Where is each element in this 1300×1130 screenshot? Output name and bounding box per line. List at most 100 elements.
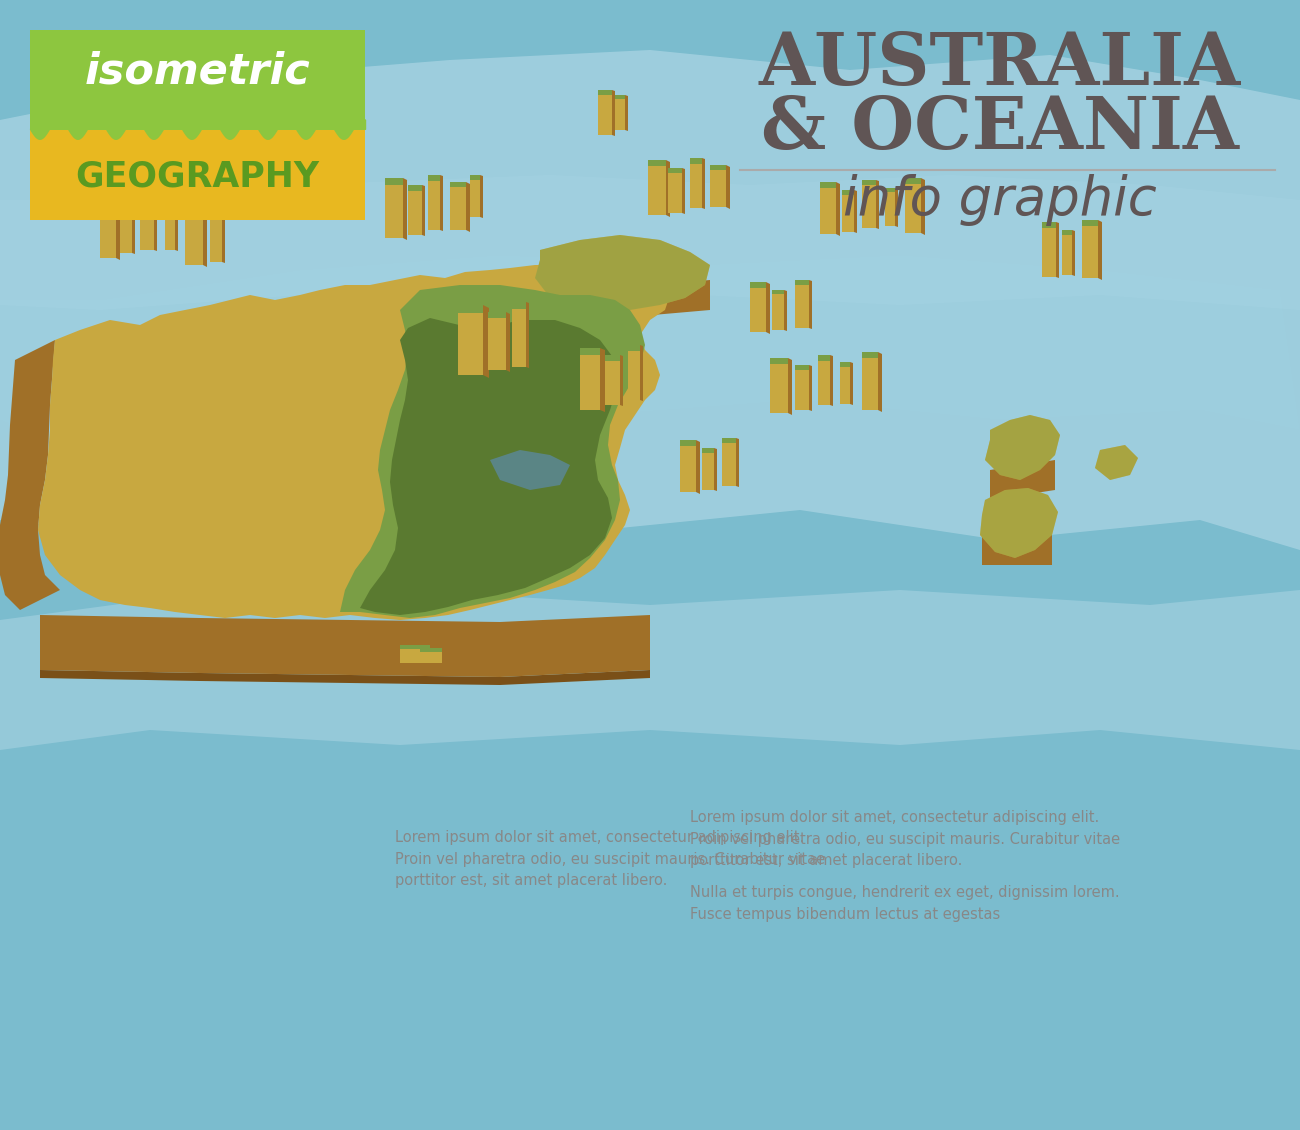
Polygon shape (385, 185, 403, 238)
Polygon shape (702, 447, 714, 453)
Polygon shape (920, 179, 926, 235)
Polygon shape (796, 280, 809, 285)
Polygon shape (820, 188, 836, 234)
Polygon shape (680, 440, 696, 446)
Polygon shape (140, 195, 153, 201)
Polygon shape (784, 290, 786, 331)
Text: Lorem ipsum dolor sit amet, consectetur adipiscing elit.
Proin vel pharetra odio: Lorem ipsum dolor sit amet, consectetur … (395, 831, 826, 888)
Polygon shape (185, 207, 203, 266)
Polygon shape (100, 200, 116, 206)
Polygon shape (980, 488, 1058, 558)
Polygon shape (40, 670, 650, 685)
Polygon shape (772, 294, 784, 330)
Polygon shape (604, 360, 620, 405)
Polygon shape (120, 210, 133, 253)
Polygon shape (668, 173, 683, 212)
Polygon shape (714, 447, 718, 492)
Polygon shape (360, 318, 618, 615)
Polygon shape (0, 255, 1300, 440)
Polygon shape (905, 184, 920, 233)
Polygon shape (885, 192, 894, 226)
Text: isometric: isometric (84, 51, 311, 93)
Polygon shape (809, 365, 812, 411)
Polygon shape (1062, 231, 1072, 235)
Polygon shape (710, 170, 725, 207)
Polygon shape (612, 90, 615, 136)
Polygon shape (666, 160, 670, 217)
Polygon shape (628, 351, 640, 400)
Polygon shape (820, 182, 836, 188)
Polygon shape (818, 355, 829, 360)
Polygon shape (840, 367, 850, 405)
Polygon shape (601, 348, 604, 412)
Polygon shape (0, 340, 60, 610)
Polygon shape (1056, 221, 1060, 278)
Polygon shape (428, 181, 439, 231)
Polygon shape (750, 288, 766, 332)
Polygon shape (690, 164, 702, 208)
Polygon shape (458, 305, 484, 313)
Polygon shape (788, 358, 792, 415)
Polygon shape (40, 615, 650, 677)
Polygon shape (420, 647, 442, 652)
Polygon shape (140, 201, 153, 250)
Polygon shape (442, 647, 447, 664)
Polygon shape (682, 168, 685, 214)
Polygon shape (772, 290, 784, 294)
Polygon shape (408, 185, 422, 191)
Polygon shape (430, 645, 437, 666)
Polygon shape (30, 129, 365, 220)
Polygon shape (165, 208, 176, 212)
Polygon shape (38, 266, 670, 620)
Polygon shape (690, 158, 702, 164)
Polygon shape (985, 415, 1060, 480)
Polygon shape (439, 175, 443, 231)
Polygon shape (598, 95, 612, 134)
Polygon shape (580, 348, 601, 355)
Polygon shape (450, 182, 465, 186)
Polygon shape (488, 312, 506, 318)
Polygon shape (770, 364, 788, 412)
Polygon shape (628, 345, 640, 351)
Polygon shape (1082, 226, 1098, 278)
Polygon shape (840, 362, 850, 367)
Text: Nulla et turpis congue, hendrerit ex eget, dignissim lorem.
Fusce tempus bibendu: Nulla et turpis congue, hendrerit ex ege… (690, 885, 1119, 922)
Polygon shape (722, 443, 736, 486)
Polygon shape (862, 185, 876, 228)
Polygon shape (702, 158, 705, 209)
Polygon shape (818, 360, 829, 405)
Polygon shape (211, 212, 222, 218)
Polygon shape (991, 460, 1056, 499)
Polygon shape (829, 355, 833, 406)
Text: & OCEANIA: & OCEANIA (760, 93, 1239, 164)
Polygon shape (116, 200, 120, 260)
Polygon shape (100, 206, 116, 258)
Polygon shape (876, 180, 879, 229)
Polygon shape (450, 186, 465, 231)
Polygon shape (458, 313, 484, 375)
Polygon shape (1043, 228, 1056, 277)
Polygon shape (526, 302, 529, 368)
Polygon shape (506, 312, 510, 372)
Polygon shape (710, 165, 725, 170)
Polygon shape (640, 345, 644, 401)
Polygon shape (400, 645, 430, 649)
Polygon shape (905, 179, 920, 184)
Polygon shape (1095, 445, 1138, 480)
Polygon shape (604, 355, 620, 360)
Polygon shape (185, 200, 203, 207)
Polygon shape (696, 440, 699, 494)
Polygon shape (796, 370, 809, 410)
Polygon shape (420, 652, 442, 663)
Polygon shape (836, 182, 840, 236)
Polygon shape (885, 188, 894, 192)
Polygon shape (770, 358, 788, 364)
Polygon shape (980, 488, 1058, 558)
Polygon shape (488, 318, 506, 370)
Polygon shape (153, 195, 157, 251)
Polygon shape (400, 649, 430, 663)
Polygon shape (985, 415, 1060, 480)
Polygon shape (862, 358, 878, 410)
Polygon shape (1095, 445, 1138, 480)
Polygon shape (403, 179, 407, 240)
